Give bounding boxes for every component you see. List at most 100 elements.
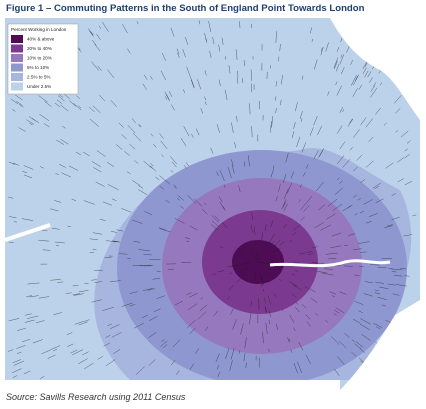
arrow (313, 150, 319, 160)
arrow (260, 274, 265, 286)
arrow (404, 181, 412, 186)
arrow (282, 173, 287, 183)
arrow (315, 313, 319, 316)
arrow (349, 118, 353, 124)
arrow (190, 79, 195, 89)
arrow (384, 225, 393, 228)
arrow (244, 262, 250, 264)
arrow (65, 292, 72, 294)
arrow (217, 371, 220, 377)
arrow (229, 360, 233, 371)
arrow (172, 339, 181, 348)
arrow (109, 280, 121, 283)
arrow (161, 52, 166, 61)
arrow (142, 314, 148, 318)
map-area (5, 18, 420, 390)
arrow (170, 156, 177, 165)
arrow (92, 39, 97, 46)
arrow (66, 332, 73, 335)
arrow (186, 292, 192, 296)
arrow (180, 206, 184, 209)
arrow (143, 254, 152, 256)
arrow (174, 300, 183, 306)
arrow (337, 155, 345, 165)
arrow (78, 358, 88, 365)
arrow (339, 141, 346, 150)
arrow (281, 308, 284, 312)
arrow (91, 279, 97, 281)
arrow (225, 348, 230, 359)
arrow (313, 115, 318, 126)
arrow (136, 21, 139, 25)
arrow (195, 348, 200, 354)
legend-swatch (11, 54, 23, 62)
arrow (176, 370, 180, 375)
arrow (91, 161, 101, 167)
arrow (23, 370, 31, 375)
arrow (201, 209, 208, 215)
arrow (8, 196, 14, 199)
arrow (186, 240, 190, 242)
arrow (41, 349, 51, 354)
arrow (177, 195, 184, 201)
arrow (383, 122, 387, 126)
arrow (190, 76, 195, 88)
arrow (218, 79, 221, 87)
arrow (168, 91, 173, 97)
arrow (370, 85, 375, 92)
arrow (43, 123, 50, 128)
arrow (83, 200, 95, 205)
arrow (244, 337, 247, 349)
arrow (334, 368, 340, 376)
arrow (97, 355, 104, 360)
arrow (335, 64, 340, 72)
arrow (50, 279, 61, 281)
arrow (279, 44, 281, 52)
arrow (318, 204, 325, 211)
arrow (269, 233, 275, 243)
arrow (238, 185, 241, 192)
arrow (251, 224, 253, 233)
arrow (365, 160, 374, 168)
arrow (293, 327, 296, 332)
arrow (262, 331, 264, 344)
arrow (372, 182, 381, 189)
arrow (150, 163, 154, 167)
arrow (400, 130, 409, 138)
legend-swatch (11, 35, 23, 43)
arrow (208, 21, 212, 33)
arrow (200, 297, 204, 300)
arrow (153, 308, 161, 313)
severn-estuary (5, 223, 51, 242)
arrow (228, 284, 235, 291)
arrow (103, 342, 110, 347)
arrow (303, 205, 310, 212)
arrow (397, 157, 404, 163)
arrow (107, 323, 113, 326)
arrow (351, 339, 355, 343)
arrow (261, 283, 263, 288)
arrow (204, 96, 206, 101)
arrow (289, 240, 292, 243)
arrow (333, 309, 340, 314)
arrow (234, 142, 236, 149)
arrow (318, 148, 325, 158)
arrow (182, 49, 186, 58)
arrow (347, 118, 354, 127)
arrow (199, 304, 208, 312)
arrow (150, 133, 154, 137)
arrow (200, 108, 203, 114)
arrow (235, 49, 238, 60)
arrow (385, 162, 394, 169)
arrow (185, 162, 189, 167)
arrow (298, 341, 304, 351)
arrow (72, 349, 84, 356)
legend-label: 10% to 20% (27, 56, 52, 61)
arrow (350, 60, 353, 65)
arrow (387, 283, 396, 286)
arrow (278, 184, 281, 192)
arrow (293, 122, 296, 129)
arrow (374, 292, 381, 295)
arrow (283, 188, 289, 199)
arrow (358, 241, 370, 244)
